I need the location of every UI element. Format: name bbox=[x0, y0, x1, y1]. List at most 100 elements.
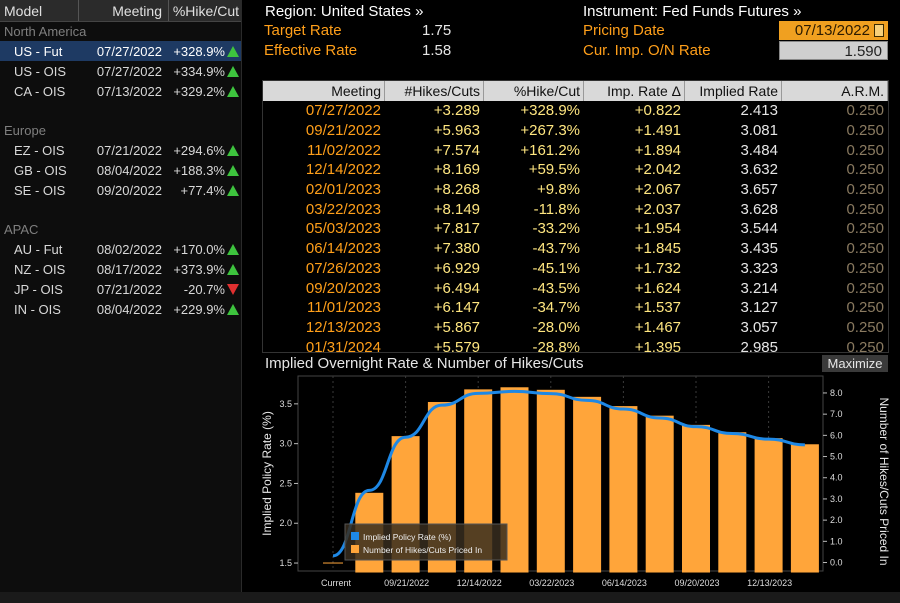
table-row[interactable]: 01/31/2024 +5.579 -28.8% +1.395 2.985 0.250 bbox=[263, 337, 888, 352]
table-row[interactable]: 07/26/2023 +6.929 -45.1% +1.732 3.323 0.250 bbox=[263, 259, 888, 279]
onrate-field[interactable]: 1.590 bbox=[779, 41, 888, 60]
cell-hikes: +8.169 bbox=[433, 161, 480, 179]
model-row[interactable]: EZ - OIS 07/21/2022 +294.6% bbox=[0, 140, 241, 160]
region-spacer bbox=[0, 101, 241, 121]
col-header-implied-rate[interactable]: Implied Rate bbox=[685, 81, 782, 101]
triangle-up-icon bbox=[227, 303, 239, 315]
meetings-table: Meeting #Hikes/Cuts %Hike/Cut Imp. Rate … bbox=[262, 80, 889, 353]
triangle-up-icon bbox=[227, 144, 239, 156]
header-meeting[interactable]: Meeting bbox=[78, 0, 168, 21]
col-header-pct[interactable]: %Hike/Cut bbox=[484, 81, 584, 101]
instrument-selector[interactable]: Instrument: Fed Funds Futures » bbox=[583, 3, 802, 20]
header-pct[interactable]: %Hike/Cut bbox=[168, 0, 241, 21]
chart-bar bbox=[754, 438, 783, 573]
model-pct-cell: +77.4% bbox=[168, 183, 241, 198]
chart-bar bbox=[790, 444, 819, 573]
col-header-arm[interactable]: A.R.M. bbox=[782, 81, 888, 101]
model-meeting: 07/27/2022 bbox=[96, 43, 162, 59]
model-pct: +188.3% bbox=[173, 162, 225, 178]
legend-swatch-line bbox=[351, 532, 359, 540]
cell-arm: 0.250 bbox=[846, 220, 884, 238]
target-rate-label: Target Rate bbox=[264, 22, 342, 39]
model-row[interactable]: US - OIS 07/27/2022 +334.9% bbox=[0, 61, 241, 81]
model-row[interactable]: NZ - OIS 08/17/2022 +373.9% bbox=[0, 259, 241, 279]
chart-bar bbox=[609, 406, 638, 573]
cell-pct: -34.7% bbox=[532, 299, 580, 317]
left-axis-tick-label: 2.0 bbox=[279, 518, 292, 528]
right-axis-tick-label: 8.0 bbox=[830, 388, 843, 398]
calendar-icon[interactable] bbox=[874, 24, 884, 37]
x-axis-tick-label: 12/14/2022 bbox=[457, 578, 502, 588]
model-row[interactable]: IN - OIS 08/04/2022 +229.9% bbox=[0, 299, 241, 319]
triangle-up-icon bbox=[227, 85, 239, 97]
table-row[interactable]: 09/21/2022 +5.963 +267.3% +1.491 3.081 0.250 bbox=[263, 121, 888, 141]
model-row[interactable]: GB - OIS 08/04/2022 +188.3% bbox=[0, 160, 241, 180]
model-list-header: Model Meeting %Hike/Cut bbox=[0, 0, 241, 22]
x-axis-tick-label: 12/13/2023 bbox=[747, 578, 792, 588]
cell-rate-delta: +2.042 bbox=[634, 161, 681, 179]
cell-implied-rate: 3.323 bbox=[740, 259, 778, 277]
table-row[interactable]: 11/01/2023 +6.147 -34.7% +1.537 3.127 0.250 bbox=[263, 298, 888, 318]
table-row[interactable]: 12/14/2022 +8.169 +59.5% +2.042 3.632 0.250 bbox=[263, 160, 888, 180]
cell-meeting: 09/20/2023 bbox=[305, 279, 381, 297]
header-model[interactable]: Model bbox=[4, 2, 43, 19]
model-row[interactable]: JP - OIS 07/21/2022 -20.7% bbox=[0, 279, 241, 299]
chart-legend bbox=[344, 523, 508, 561]
target-rate-value: 1.75 bbox=[422, 22, 452, 39]
model-name: GB - OIS bbox=[14, 162, 67, 178]
cell-hikes: +6.494 bbox=[433, 279, 480, 297]
cell-arm: 0.250 bbox=[846, 279, 884, 297]
table-row[interactable]: 02/01/2023 +8.268 +9.8% +2.067 3.657 0.250 bbox=[263, 180, 888, 200]
model-row[interactable]: AU - Fut 08/02/2022 +170.0% bbox=[0, 239, 241, 259]
chart-line-series bbox=[332, 389, 805, 558]
cell-rate-delta: +0.822 bbox=[634, 102, 681, 120]
cell-pct: -43.5% bbox=[532, 279, 580, 297]
table-row[interactable]: 11/02/2022 +7.574 +161.2% +1.894 3.484 0.250 bbox=[263, 140, 888, 160]
table-row[interactable]: 09/20/2023 +6.494 -43.5% +1.624 3.214 0.250 bbox=[263, 278, 888, 298]
cell-implied-rate: 3.435 bbox=[740, 240, 778, 258]
model-meeting: 09/20/2022 bbox=[96, 182, 162, 198]
col-header-hikes[interactable]: #Hikes/Cuts bbox=[385, 81, 484, 101]
col-header-meeting[interactable]: Meeting bbox=[263, 81, 385, 101]
model-row[interactable]: US - Fut 07/27/2022 +328.9% bbox=[0, 41, 241, 61]
model-pct-cell: -20.7% bbox=[168, 282, 241, 297]
left-axis-tick-label: 3.5 bbox=[279, 399, 292, 409]
model-row[interactable]: CA - OIS 07/13/2022 +329.2% bbox=[0, 81, 241, 101]
model-pct-cell: +294.6% bbox=[168, 143, 241, 158]
triangle-up-icon bbox=[227, 243, 239, 255]
pricing-date-input[interactable]: 07/13/2022 bbox=[779, 21, 888, 40]
cell-pct: -28.0% bbox=[532, 318, 580, 336]
model-row[interactable]: SE - OIS 09/20/2022 +77.4% bbox=[0, 180, 241, 200]
cell-arm: 0.250 bbox=[846, 240, 884, 258]
chart-bar bbox=[536, 389, 565, 573]
cell-rate-delta: +1.491 bbox=[634, 122, 681, 140]
table-row[interactable]: 05/03/2023 +7.817 -33.2% +1.954 3.544 0.250 bbox=[263, 219, 888, 239]
model-pct-cell: +334.9% bbox=[168, 64, 241, 79]
model-pct: +334.9% bbox=[173, 63, 225, 79]
model-pct: +328.9% bbox=[173, 43, 225, 59]
region-label: Europe bbox=[4, 123, 46, 138]
cell-implied-rate: 3.081 bbox=[740, 122, 778, 140]
cell-meeting: 11/01/2023 bbox=[307, 299, 381, 317]
col-header-rate-delta[interactable]: Imp. Rate Δ bbox=[584, 81, 685, 101]
model-pct-cell: +188.3% bbox=[168, 163, 241, 178]
right-axis-tick-label: 2.0 bbox=[830, 515, 843, 525]
model-meeting: 08/17/2022 bbox=[96, 261, 162, 277]
table-row[interactable]: 12/13/2023 +5.867 -28.0% +1.467 3.057 0.250 bbox=[263, 318, 888, 338]
model-pct: +229.9% bbox=[173, 301, 225, 317]
table-row[interactable]: 07/27/2022 +3.289 +328.9% +0.822 2.413 0.250 bbox=[263, 101, 888, 121]
table-row[interactable]: 06/14/2023 +7.380 -43.7% +1.845 3.435 0.250 bbox=[263, 239, 888, 259]
legend-swatch-bar bbox=[351, 545, 359, 553]
table-row[interactable]: 03/22/2023 +8.149 -11.8% +2.037 3.628 0.250 bbox=[263, 199, 888, 219]
cell-meeting: 12/14/2022 bbox=[305, 161, 381, 179]
left-axis-tick-label: 2.5 bbox=[279, 478, 292, 488]
chart-bar bbox=[645, 415, 674, 573]
model-meeting: 08/02/2022 bbox=[96, 241, 162, 257]
cell-hikes: +7.574 bbox=[433, 141, 480, 159]
chart-bar bbox=[682, 424, 710, 573]
model-pct: +77.4% bbox=[180, 182, 225, 198]
cell-meeting: 06/14/2023 bbox=[305, 240, 381, 258]
region-selector[interactable]: Region: United States » bbox=[265, 3, 424, 20]
maximize-button[interactable]: Maximize bbox=[822, 355, 888, 372]
meetings-table-body: 07/27/2022 +3.289 +328.9% +0.822 2.413 0.250 0… bbox=[263, 101, 888, 352]
